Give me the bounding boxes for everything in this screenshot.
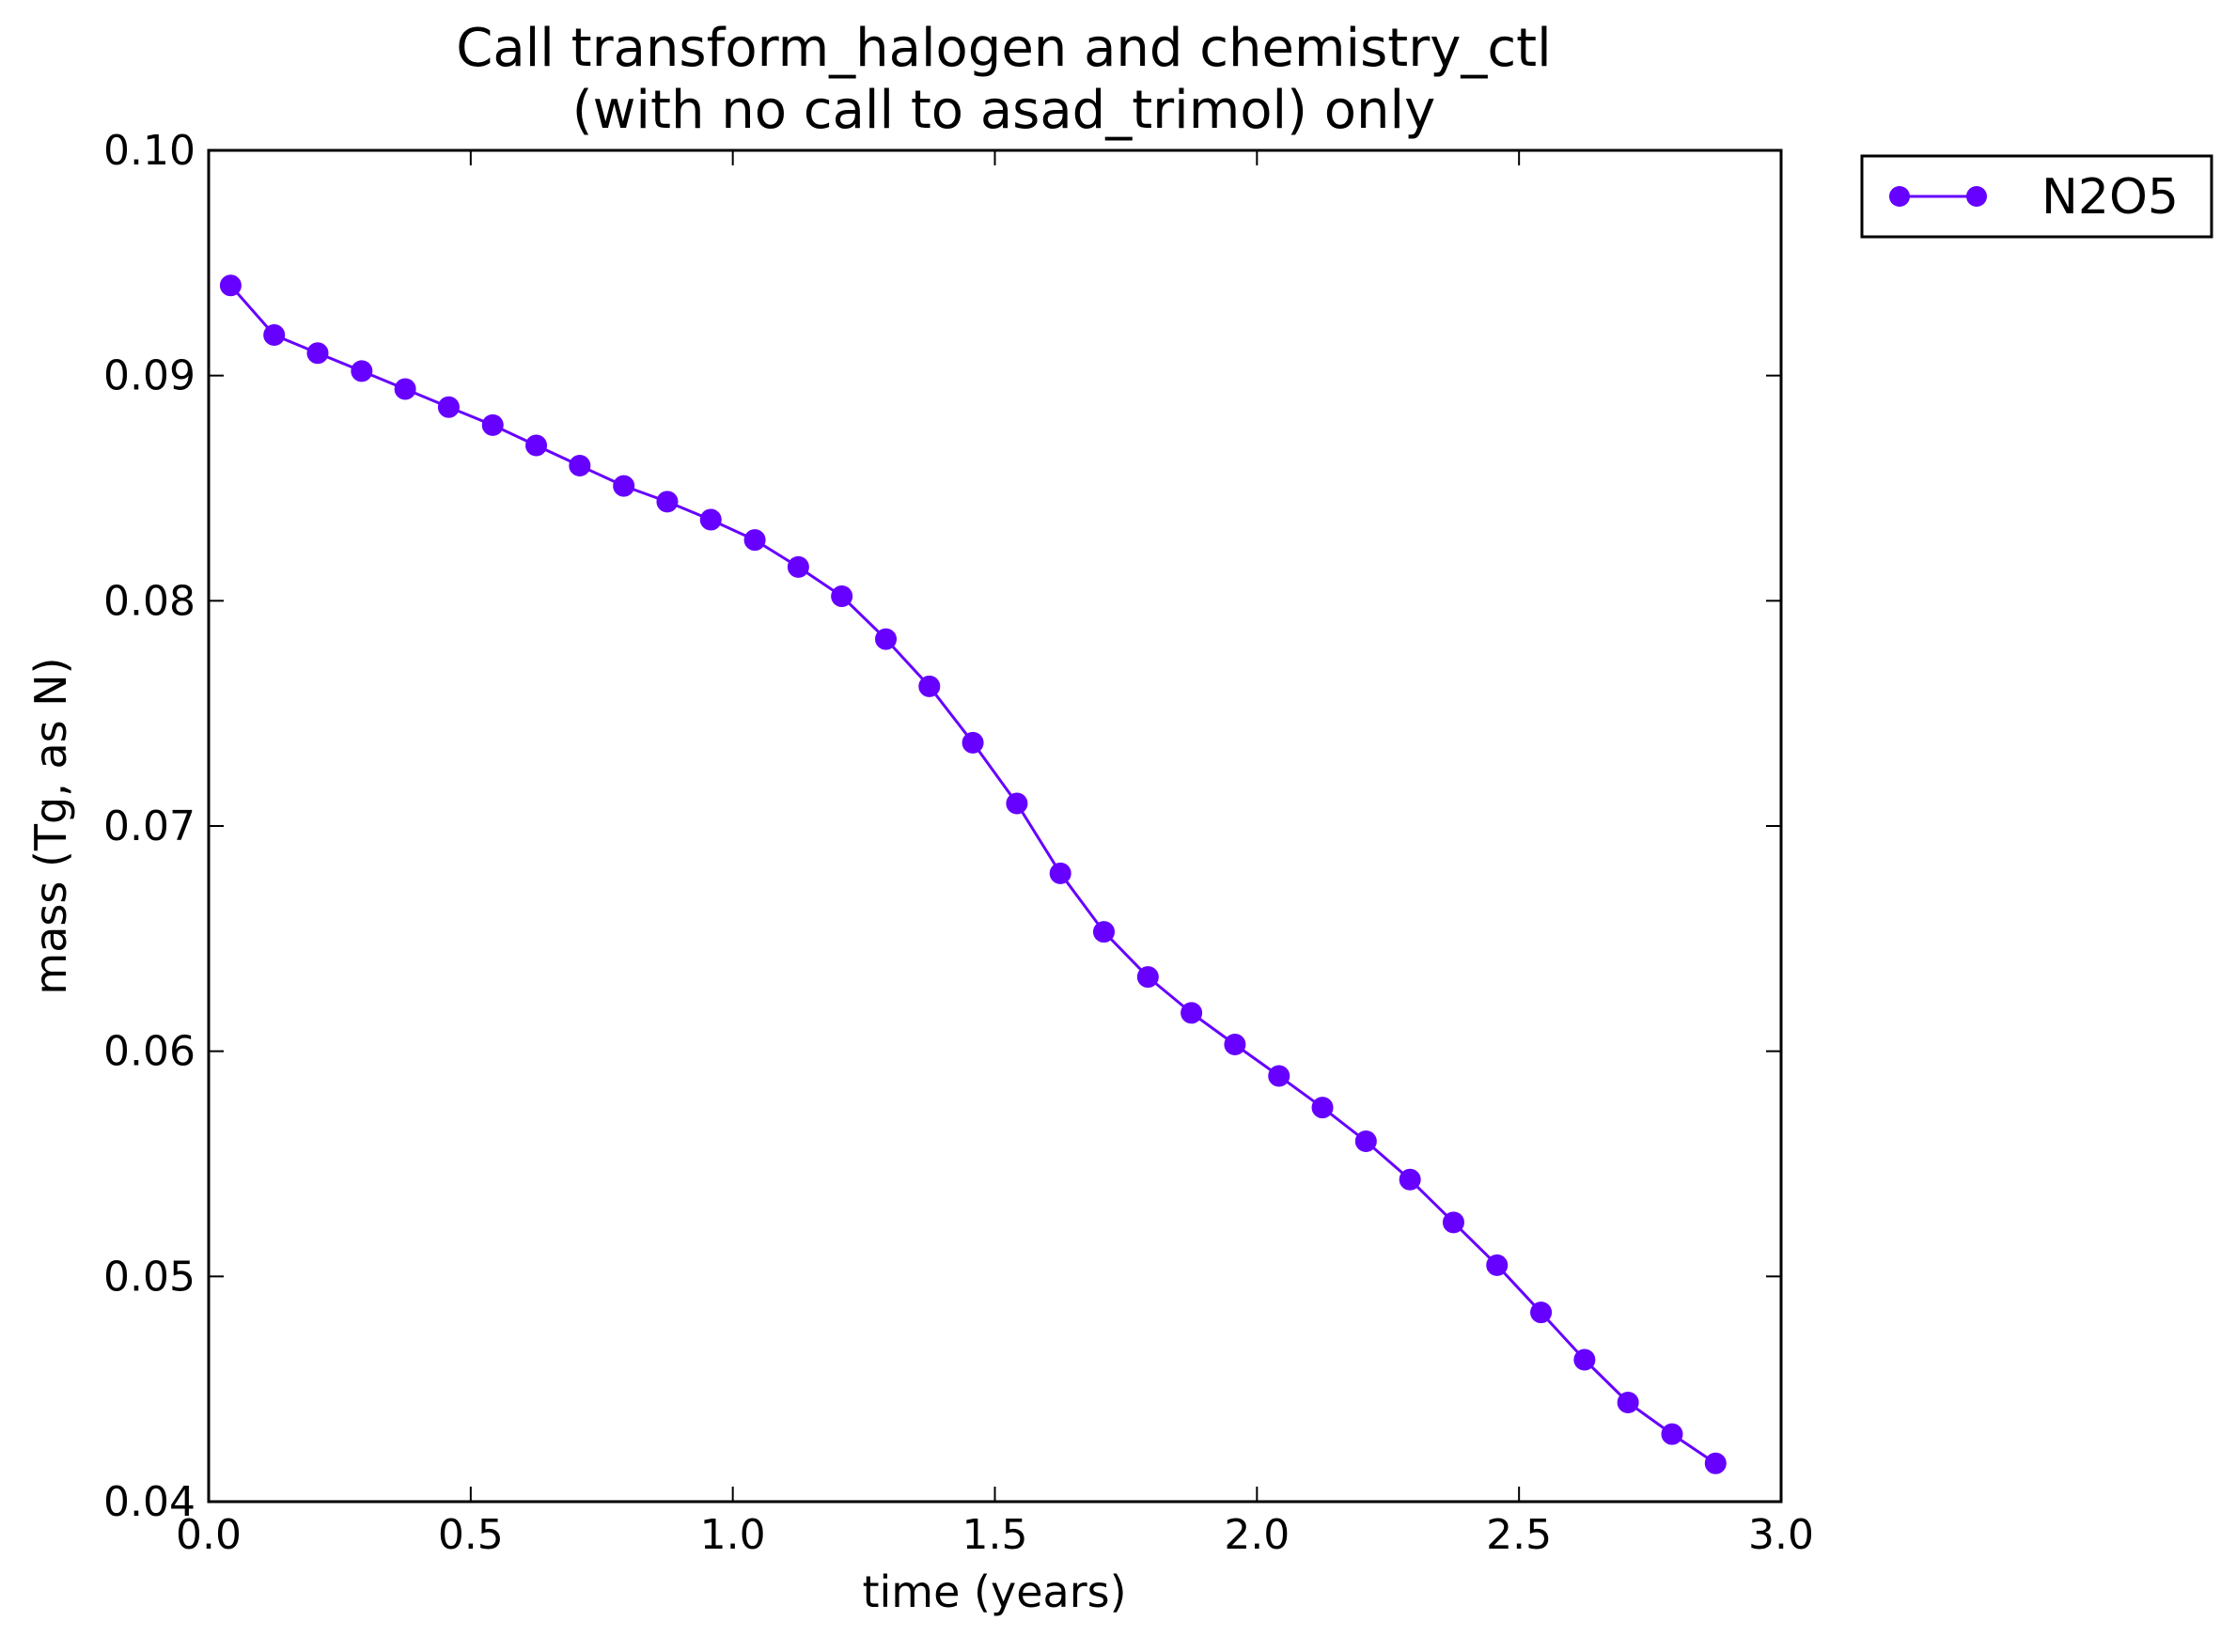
data-point	[1530, 1301, 1553, 1324]
data-point	[1354, 1130, 1377, 1153]
y-tick-label: 0.08	[103, 577, 195, 625]
chart-title-line1: Call transform_halogen and chemistry_ctl	[456, 18, 1551, 79]
axis-ticks: 0.0 0.5 1.0 1.5 2.0 2.5 3.0 0.04 0.05 0.06 0.07 0.0…	[103, 127, 1814, 1559]
x-tick-label: 3.0	[1748, 1511, 1814, 1559]
data-point	[1049, 862, 1071, 884]
data-point	[1092, 921, 1115, 943]
data-point	[481, 413, 504, 436]
series-line	[229, 284, 1717, 1465]
y-tick-label: 0.07	[103, 803, 195, 850]
data-point	[1224, 1033, 1246, 1055]
data-point	[1268, 1065, 1290, 1087]
data-point	[787, 555, 809, 578]
x-tick-label: 2.0	[1224, 1511, 1290, 1559]
data-point	[1442, 1211, 1464, 1234]
data-point	[1399, 1168, 1421, 1191]
data-point	[1704, 1452, 1727, 1474]
data-point	[1311, 1097, 1334, 1119]
series-n2o5	[219, 274, 1727, 1474]
y-tick-label: 0.04	[103, 1478, 195, 1526]
x-tick-label: 1.5	[962, 1511, 1028, 1559]
data-point	[1617, 1392, 1639, 1414]
data-point	[263, 324, 286, 347]
data-point	[1486, 1254, 1509, 1276]
y-tick-label: 0.05	[103, 1253, 195, 1301]
data-point	[831, 585, 853, 608]
y-tick-label: 0.06	[103, 1028, 195, 1076]
x-axis-label: time (years)	[862, 1566, 1126, 1617]
x-tick-label: 2.5	[1486, 1511, 1552, 1559]
x-tick-label: 0.0	[176, 1511, 242, 1559]
data-point	[569, 455, 591, 477]
y-tick-label: 0.09	[103, 352, 195, 400]
data-point	[918, 675, 941, 697]
data-point	[1181, 1002, 1203, 1024]
x-tick-label: 0.5	[438, 1511, 504, 1559]
data-point	[699, 508, 722, 531]
data-point	[351, 360, 373, 382]
data-point	[219, 274, 242, 297]
data-point	[1573, 1348, 1596, 1371]
data-point	[613, 475, 635, 497]
data-point	[437, 396, 460, 418]
plot-area-frame	[207, 148, 1783, 1504]
data-point	[743, 529, 766, 552]
x-tick-label: 1.0	[700, 1511, 766, 1559]
data-point	[1661, 1423, 1683, 1445]
legend-marker-right	[1966, 186, 1987, 207]
y-tick-label: 0.10	[103, 127, 195, 175]
legend: N2O5	[1860, 154, 2213, 239]
y-axis-label: mass (Tg, as N)	[25, 657, 76, 994]
data-point	[1136, 966, 1159, 989]
legend-marker-left	[1889, 186, 1910, 207]
data-point	[656, 491, 679, 513]
legend-label-n2o5: N2O5	[2041, 169, 2179, 226]
data-point	[306, 342, 329, 365]
data-point	[1006, 792, 1028, 815]
data-point	[962, 731, 984, 754]
data-point	[394, 378, 416, 400]
chart-title-line2: (with no call to asad_trimol) only	[572, 80, 1435, 141]
data-point	[525, 434, 548, 457]
data-point	[875, 628, 898, 650]
